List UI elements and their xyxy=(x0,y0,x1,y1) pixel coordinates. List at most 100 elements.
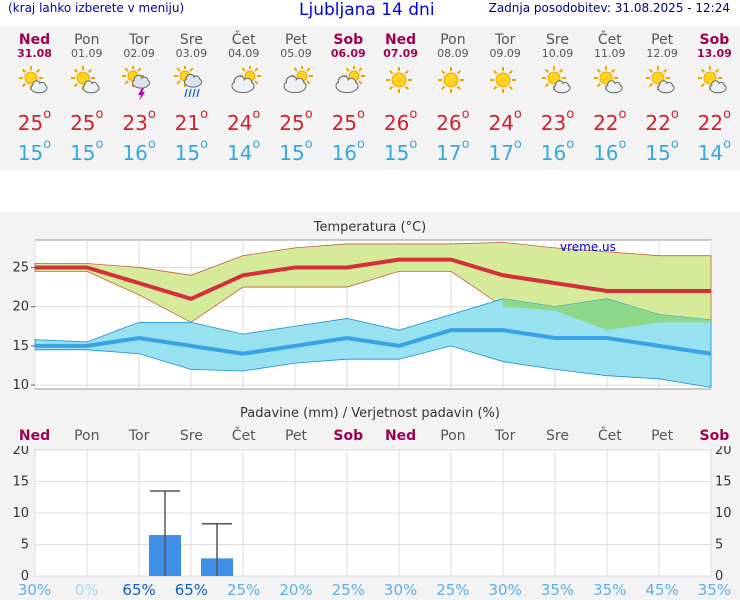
cloudy-sun-icon xyxy=(218,62,270,102)
day-date: 01.09 xyxy=(71,47,103,60)
y-tick-label-left: 20 xyxy=(12,446,29,458)
degree-symbol: o xyxy=(304,137,313,152)
day-date: 13.09 xyxy=(696,47,732,60)
degree-symbol: o xyxy=(566,107,575,122)
cloud-shape xyxy=(283,75,307,94)
temperature-chart: 10 15 20 25 vreme.us xyxy=(12,239,712,393)
y-tick-label-right: 20 xyxy=(715,446,732,458)
sunny-icon xyxy=(385,67,412,93)
min-temperature-value: 16 xyxy=(331,141,358,165)
sun-shape xyxy=(437,67,464,93)
degree-symbol: o xyxy=(461,107,470,122)
precip-day-label: Pon xyxy=(440,428,466,444)
precip-day-label: Pet xyxy=(651,428,674,444)
precip-day-label: Pet xyxy=(284,428,308,444)
min-temperature: 14o xyxy=(688,137,740,165)
y-tick-label: 25 xyxy=(12,260,29,275)
y-tick-label: 20 xyxy=(12,300,29,315)
max-temperature: 21o xyxy=(165,107,217,135)
precip-probability: 30% xyxy=(488,581,522,599)
day-column: Sre 03.09 xyxy=(165,32,217,102)
precip-probability: 65% xyxy=(122,581,156,599)
precip-day-label: Tor xyxy=(494,428,516,444)
min-temperature-value: 15 xyxy=(383,141,410,165)
degree-symbol: o xyxy=(566,137,575,152)
cloud-shape xyxy=(553,80,570,94)
day-name: Pet xyxy=(651,32,674,48)
cloud-shape xyxy=(231,75,255,94)
precip-day-label: Sob xyxy=(699,428,730,444)
min-temperature-value: 14 xyxy=(226,141,253,165)
day-column: Sob 06.09 xyxy=(322,32,374,102)
cloudy-sun-icon xyxy=(270,62,322,102)
max-temperature-value: 25 xyxy=(331,111,358,135)
y-tick-label-right: 0 xyxy=(715,569,723,582)
min-temperature: 15o xyxy=(636,137,688,165)
day-name: Sob xyxy=(333,32,364,48)
precip-probability: 35% xyxy=(540,581,575,599)
max-temperature-value: 25 xyxy=(70,111,96,135)
partly-cloudy-icon xyxy=(584,62,636,102)
min-temperature: 17o xyxy=(427,137,479,165)
degree-symbol: o xyxy=(618,137,627,152)
day-column: Čet 04.09 xyxy=(218,32,270,102)
day-date: 11.09 xyxy=(594,47,626,60)
precip-probability: 65% xyxy=(174,581,209,599)
y-tick-label-left: 5 xyxy=(21,538,29,553)
day-name: Tor xyxy=(128,32,150,48)
degree-symbol: o xyxy=(147,137,156,152)
precip-day-label: Ned xyxy=(384,428,417,444)
degree-symbol: o xyxy=(200,137,209,152)
temp-chart-title-text: Temperatura (°C) xyxy=(313,220,427,235)
day-name: Ned xyxy=(18,32,51,48)
partly-cloudy-icon xyxy=(698,66,727,94)
thunderstorm-icon xyxy=(113,62,165,102)
min-temperature-value: 17 xyxy=(488,141,514,165)
cloudy-sun-icon xyxy=(283,66,313,94)
precip-probability: 30% xyxy=(383,581,418,599)
cloud-shape xyxy=(657,80,675,94)
day-name: Sre xyxy=(179,32,203,48)
day-date: 03.09 xyxy=(175,47,208,60)
sunny-icon xyxy=(479,62,531,102)
day-name: Tor xyxy=(494,32,516,48)
min-temperature: 15o xyxy=(61,137,113,165)
precip-day-label: Čet xyxy=(597,428,622,444)
min-temperature: 15o xyxy=(375,137,427,165)
y-tick-label-right: 10 xyxy=(715,506,732,521)
min-temperature-value: 14 xyxy=(697,141,724,165)
day-name: Ned xyxy=(384,32,417,48)
degree-symbol: o xyxy=(670,137,679,152)
cloudy-sun-icon xyxy=(335,66,366,94)
sunny-icon xyxy=(437,67,464,93)
degree-symbol: o xyxy=(95,137,104,152)
precip-probability: 35% xyxy=(593,581,627,599)
degree-symbol: o xyxy=(147,107,156,122)
day-name: Sre xyxy=(546,32,569,48)
precip-probability: 30% xyxy=(17,581,52,599)
day-date: 07.09 xyxy=(383,47,418,60)
degree-symbol: o xyxy=(723,137,732,152)
max-temperature-value: 22 xyxy=(593,111,619,135)
max-temperature-value: 25 xyxy=(279,111,305,135)
precip-probability: 25% xyxy=(436,581,470,599)
max-temperature: 25o xyxy=(322,107,374,135)
partly-cloudy-icon xyxy=(18,66,47,94)
max-temperature-value: 23 xyxy=(540,111,567,135)
min-temperature-value: 15 xyxy=(645,141,671,165)
precip-probability: 20% xyxy=(279,581,313,599)
max-temperature-value: 24 xyxy=(488,111,514,135)
day-date: 08.09 xyxy=(437,47,469,60)
max-temperature-line xyxy=(35,257,711,301)
day-column: Pon 01.09 xyxy=(61,32,113,102)
precipitation-chart: 0 0 5 5 10 10 15 15 20 20 xyxy=(12,446,732,582)
partly-cloudy-icon xyxy=(9,62,61,102)
cloud-shape xyxy=(335,75,359,94)
sun-shape xyxy=(646,66,671,90)
day-date: 31.08 xyxy=(17,47,52,60)
day-date: 09.09 xyxy=(489,47,521,60)
min-temperature: 15o xyxy=(9,137,61,165)
rain-shower-icon xyxy=(165,62,217,102)
overlap-band xyxy=(503,298,711,331)
y-tick-label-right: 5 xyxy=(715,538,723,553)
